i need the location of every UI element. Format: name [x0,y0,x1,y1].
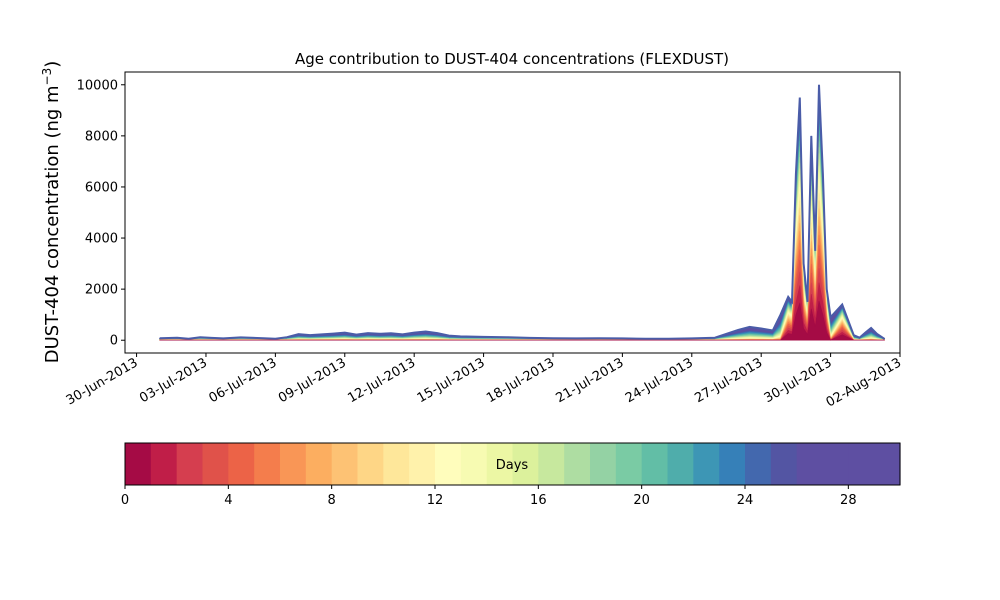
colorbar-segment [409,443,436,485]
age-band-area [159,159,885,341]
age-band-area [159,84,885,341]
colorbar-tick-label: 8 [328,493,336,508]
age-band-area [159,119,885,341]
x-tick-label: 09-Jul-2013 [276,355,349,406]
colorbar-segment [331,443,359,485]
colorbar-segment [435,443,462,485]
age-band-area [159,200,885,341]
age-band-area [159,109,885,341]
stacked-areas [159,84,886,341]
colorbar-segment [564,443,591,485]
y-axis-label-sup: −3 [40,68,54,86]
x-axis: 30-Jun-201303-Jul-201306-Jul-201309-Jul-… [64,353,904,411]
age-band-area [159,130,885,341]
age-band-area [159,300,885,341]
colorbar-segment [693,443,720,485]
x-tick-label: 03-Jul-2013 [137,355,210,406]
age-band-area [159,216,885,341]
colorbar-segment [796,443,824,485]
colorbar-segment [280,443,307,485]
x-tick-label: 21-Jul-2013 [554,355,627,406]
y-axis: 0 2000 4000 6000 8000 10000 [77,78,125,349]
x-tick-label: 30-Jun-2013 [64,355,141,408]
colorbar-tick-label: 16 [530,493,547,508]
colorbar-segment [202,443,229,485]
colorbar-segment [615,443,643,485]
colorbar-segment [150,443,178,485]
age-band-area [159,147,885,341]
colorbar-segment [176,443,204,485]
colorbar-tick-label: 4 [224,493,232,508]
colorbar-segment [486,443,514,485]
age-band-area [159,94,885,341]
age-band-area [159,153,885,341]
total-concentration-line [159,84,886,340]
colorbar-segment [822,443,849,485]
colorbar-segment [745,443,772,485]
y-tick-label: 4000 [85,232,118,247]
y-tick-label: 2000 [85,283,118,298]
age-band-area [159,178,885,341]
y-tick-label: 0 [110,334,118,349]
colorbar-segment [719,443,746,485]
y-axis-label: DUST-404 concentration (ng m−3) [40,61,63,364]
age-band-area [159,208,885,341]
colorbar-segment [254,443,281,485]
x-tick-label: 02-Aug-2013 [824,355,904,410]
age-band-area [159,89,885,341]
colorbar-segment [667,443,694,485]
plot-frame [124,71,901,354]
age-band-area [159,172,885,341]
colorbar-segment [848,443,875,485]
y-tick-label: 6000 [85,180,118,195]
x-tick-label: 18-Jul-2013 [484,355,557,406]
x-tick-label: 12-Jul-2013 [345,355,418,406]
colorbar-tick-label: 0 [121,493,129,508]
colorbar-segment [305,443,333,485]
colorbar-segment [590,443,617,485]
colorbar-segment [641,443,669,485]
age-band-area [159,99,885,341]
colorbar-segment [770,443,798,485]
age-band-area [159,185,885,341]
age-band-area [159,165,885,341]
age-band-area [159,141,885,341]
colorbar-label: Days [496,458,529,473]
colorbar-segment [228,443,255,485]
colorbar-segment [460,443,488,485]
y-tick-label: 8000 [85,129,118,144]
age-band-area [159,135,885,341]
chart-title: Age contribution to DUST-404 concentrati… [295,50,729,68]
colorbar-tick-label: 20 [633,493,650,508]
colorbar-tick-label: 24 [737,493,754,508]
age-band-area [159,114,885,341]
colorbar-ticks: 0 4 8 12 16 20 24 28 [121,485,857,508]
colorbar-frame [124,442,901,486]
colorbar-tick-label: 28 [840,493,857,508]
x-tick-label: 27-Jul-2013 [692,355,765,406]
y-tick-label: 10000 [77,78,118,93]
y-axis-label-main: DUST-404 concentration (ng m [42,85,63,363]
colorbar [125,443,901,485]
colorbar-segment [512,443,539,485]
y-axis-label-close: ) [42,61,63,68]
age-band-area [159,193,885,341]
age-band-area [159,104,885,341]
x-tick-label: 15-Jul-2013 [415,355,488,406]
colorbar-segment [125,443,152,485]
x-tick-label: 06-Jul-2013 [207,355,280,406]
x-tick-label: 24-Jul-2013 [623,355,696,406]
colorbar-segment [874,443,901,485]
colorbar-segment [357,443,384,485]
colorbar-segment [538,443,565,485]
colorbar-tick-label: 12 [427,493,444,508]
colorbar-segment [383,443,410,485]
age-band-area [159,124,885,341]
